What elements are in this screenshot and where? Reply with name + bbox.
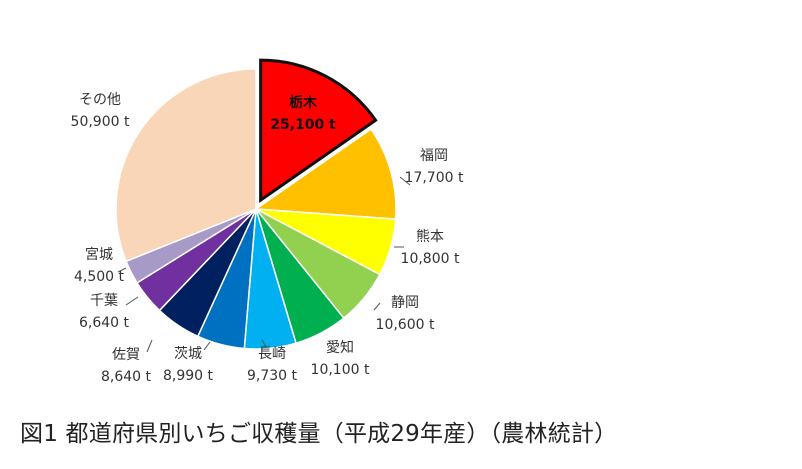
slice-labels: 栃木 25,100 t 福岡 17,700 t 熊本 10,800 t 静岡 10,600 t… <box>71 92 464 385</box>
pie-slice <box>253 128 397 220</box>
leader-line <box>373 302 381 311</box>
slice-label-value: 17,700 t <box>405 170 464 186</box>
slice-label-name: 千葉 <box>90 293 118 309</box>
leader-line <box>125 296 139 306</box>
slice-label-name: 茨城 <box>174 346 202 362</box>
slice-label-name: 長崎 <box>258 346 286 362</box>
slice-label-value: 10,600 t <box>376 317 435 333</box>
slice-label-name: 静岡 <box>391 295 419 311</box>
slice-label-name: 佐賀 <box>112 347 140 363</box>
slice-label-value: 6,640 t <box>79 315 130 331</box>
pie-slices <box>115 58 397 350</box>
slice-label-value: 8,990 t <box>163 368 214 384</box>
slice-label-name: 栃木 <box>289 94 318 111</box>
slice-label-value: 9,730 t <box>247 368 298 384</box>
highlight-outline <box>259 58 378 204</box>
slice-label-value: 8,640 t <box>101 369 152 385</box>
figure-caption: 図1 都道府県別いちご収穫量（平成29年産）（農林統計） <box>20 421 618 447</box>
slice-label-name: 宮城 <box>85 247 113 263</box>
pie-slice <box>260 60 376 201</box>
leader-line <box>261 339 267 348</box>
leader-line <box>117 267 127 273</box>
slice-label-name: 愛知 <box>326 339 354 356</box>
leader-line <box>203 341 211 351</box>
slice-label-value: 10,100 t <box>311 362 370 378</box>
slice-label-name: その他 <box>79 92 121 108</box>
pie-chart: 栃木 25,100 t 福岡 17,700 t 熊本 10,800 t 静岡 10,600 t… <box>71 58 464 385</box>
slice-label-name: 福岡 <box>420 148 448 164</box>
slice-label-value: 50,900 t <box>71 114 130 130</box>
slice-label-value: 25,100 t <box>270 117 336 133</box>
slice-label-value: 4,500 t <box>74 269 125 285</box>
slice-label-name: 熊本 <box>416 229 444 245</box>
leader-line <box>146 339 153 353</box>
slice-label-value: 10,800 t <box>401 251 460 267</box>
leader-line <box>399 176 411 186</box>
leader-lines <box>117 176 411 353</box>
pie-slice <box>115 68 257 263</box>
